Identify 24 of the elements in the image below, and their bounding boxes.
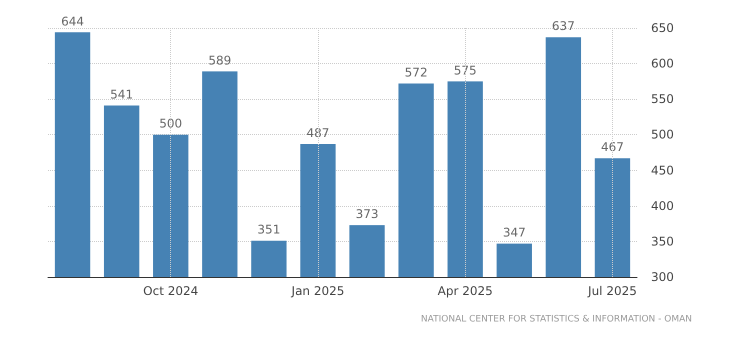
data-label: 500 <box>159 116 182 131</box>
y-tick-label: 300 <box>651 270 674 284</box>
x-tick-label: Oct 2024 <box>143 284 198 298</box>
y-tick-label: 450 <box>651 163 674 178</box>
data-label: 373 <box>356 207 378 222</box>
y-tick-label: 650 <box>651 21 674 35</box>
data-label: 351 <box>257 222 280 237</box>
y-tick-label: 350 <box>651 234 674 248</box>
text: NATIONAL CENTER FOR STATISTICS & INFORMATION - OMAN <box>420 314 692 324</box>
y-tick-label: 550 <box>651 92 674 106</box>
data-label: 589 <box>208 53 232 68</box>
data-label: 541 <box>110 88 134 102</box>
x-tick-label: Jul 2025 <box>587 284 637 298</box>
y-tick-label: 400 <box>651 198 674 213</box>
data-label: 347 <box>502 226 526 240</box>
y-tick-label: 600 <box>651 56 674 71</box>
x-tick-label: Apr 2025 <box>438 284 493 298</box>
y-tick-label: 500 <box>651 128 674 142</box>
data-label: 637 <box>552 19 575 34</box>
data-label: 572 <box>404 65 428 80</box>
data-label: 575 <box>454 63 477 78</box>
data-label: 644 <box>61 14 84 28</box>
data-label: 467 <box>601 140 624 154</box>
x-tick-label: Jan 2025 <box>290 284 344 298</box>
